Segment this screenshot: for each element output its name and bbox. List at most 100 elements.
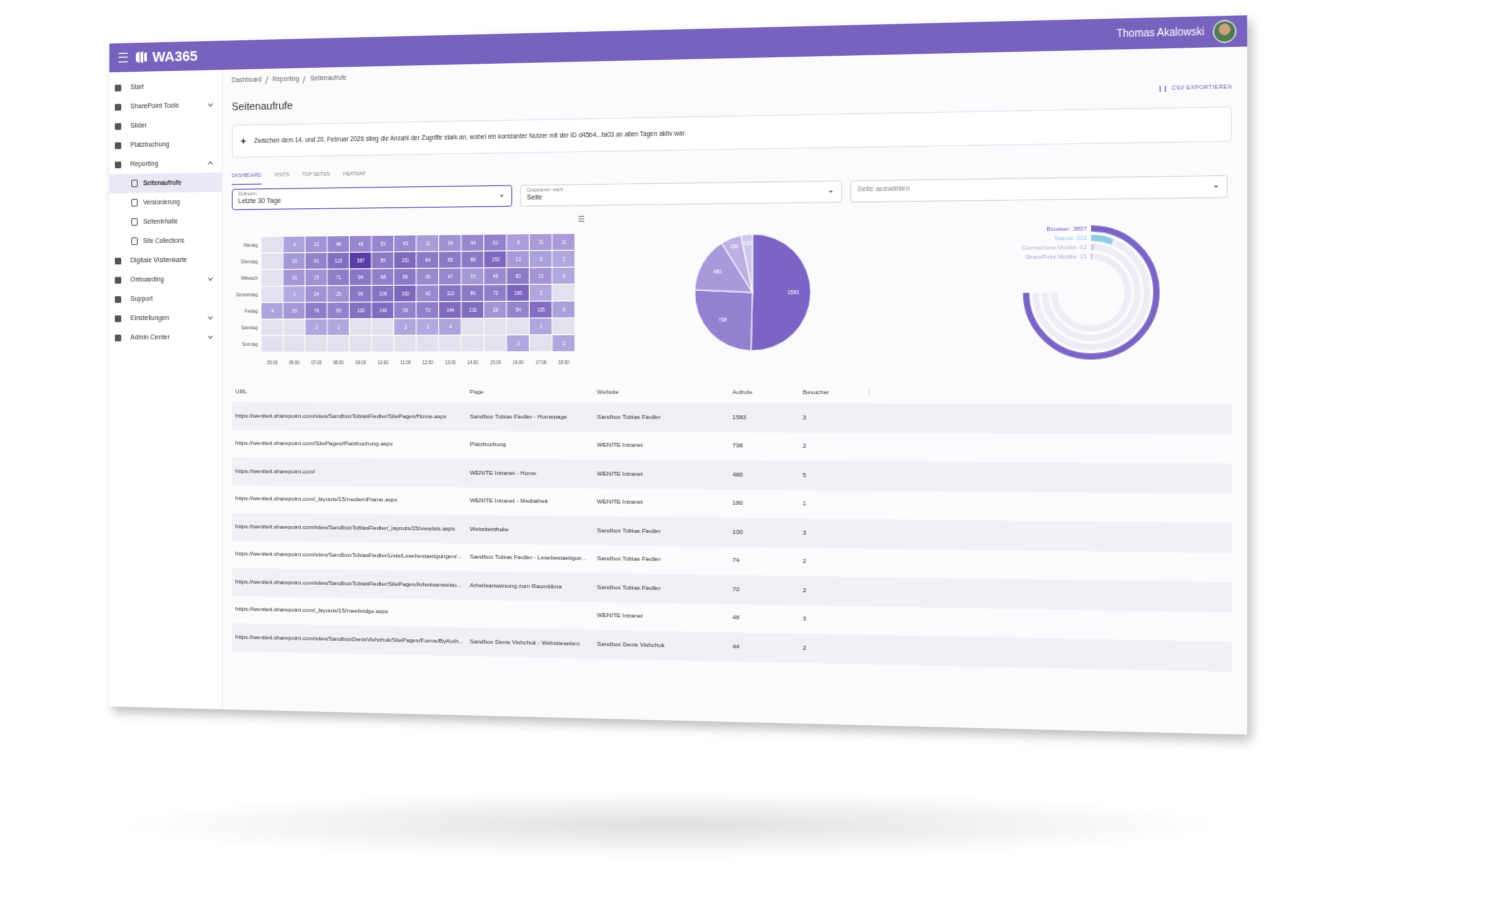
heat-cell <box>416 318 439 335</box>
table-cell: 5 <box>802 471 807 479</box>
cell-label: 1 <box>427 325 430 330</box>
heat-cell <box>327 302 349 319</box>
cell-label: 2 <box>517 342 520 347</box>
heat-cell <box>371 319 394 335</box>
heat-cell <box>552 301 575 318</box>
heat-cell <box>394 235 416 252</box>
nav-item[interactable]: Reporting <box>109 153 221 174</box>
heat-cell <box>283 336 305 352</box>
nav-item[interactable]: Onboarding <box>109 269 221 289</box>
filter-select[interactable]: Zeitraum Letzte 30 Tage <box>231 184 513 211</box>
heat-cell <box>461 251 484 268</box>
heat-cell <box>529 267 552 284</box>
heat-cell <box>394 335 416 352</box>
user-menu[interactable]: Thomas Akalowski <box>1116 19 1237 46</box>
table-cell: https://weniteit.sharepoint.com/ <box>235 467 316 476</box>
cell-label: 120 <box>357 309 365 314</box>
chevron <box>207 275 214 281</box>
table-cell: Sandbox Tobias Fiedler - Homepage <box>469 413 567 421</box>
breadcrumb-item[interactable]: Seitenaufrufe <box>310 74 347 83</box>
table-cell: 1583 <box>732 413 747 422</box>
x-label: 10:00 <box>378 360 389 365</box>
heat-cell <box>506 318 529 335</box>
heat-cell <box>461 301 484 318</box>
cell-label: 152 <box>402 292 410 297</box>
heat-cell <box>416 285 439 302</box>
row-label: Mittwoch <box>241 276 258 281</box>
nav-item[interactable]: Admin Center <box>109 328 221 348</box>
heat-cell <box>529 301 552 318</box>
nav-item[interactable]: Support <box>109 289 221 309</box>
nav-label: Einstellungen <box>130 314 169 322</box>
heat-cell <box>506 335 529 352</box>
slice-label: 180 <box>730 244 739 250</box>
x-label: 05:00 <box>267 360 278 365</box>
cell-label: 40 <box>493 274 499 279</box>
tab[interactable]: TOP SEITEN <box>302 171 331 179</box>
nav-item[interactable]: Slider <box>109 114 221 135</box>
heat-cell <box>439 318 461 335</box>
heat-cell <box>305 236 327 253</box>
cell-label: 140 <box>379 308 387 313</box>
nav-icon <box>114 295 122 303</box>
filter-select[interactable]: Gruppieren nach Seite <box>520 180 843 207</box>
table-cell: https://weniteit.sharepoint.com/sites/Sa… <box>235 550 462 561</box>
tab[interactable]: HEATMAP <box>343 171 366 178</box>
cell-label: 42 <box>425 292 430 297</box>
cell-label: 16 <box>292 276 297 281</box>
cell-label: 1 <box>293 292 296 297</box>
charts: Montag 4 22 48 46 52 43 11 24 44 61 9 11 11 Dienstag 15… <box>232 208 1232 375</box>
radial-label: Connections Mobile: 62 <box>1021 245 1086 252</box>
filter-value: Seite <box>526 194 543 202</box>
slice-label: 100 <box>743 241 752 247</box>
nav-item[interactable]: Digitale Visitenkarte <box>109 250 221 270</box>
tab[interactable]: DASHBOARD <box>231 172 262 185</box>
menu-icon <box>578 220 585 222</box>
cell-label: 160 <box>514 291 522 296</box>
heat-cell <box>529 234 552 251</box>
x-label: 16:00 <box>513 360 524 365</box>
body: Start SharePoint Tools Slider Platzbuchung R… <box>109 46 1248 735</box>
heat-cell <box>283 319 305 336</box>
cell-label: 4 <box>293 243 296 248</box>
table-cell: WENITE Intranet - Home <box>469 469 537 477</box>
table-cell: 3 <box>802 414 807 422</box>
nav-subitem[interactable]: Versionierung <box>109 192 221 213</box>
chevron <box>207 161 214 167</box>
heat-cell <box>552 318 575 335</box>
heat-cell <box>461 234 484 251</box>
radial-label: SharePoint Mobile: 21 <box>1025 254 1087 261</box>
nav-icon <box>114 122 122 130</box>
menu-button[interactable] <box>118 52 128 63</box>
breadcrumb-item[interactable]: Reporting <box>272 75 299 84</box>
table-cell: https://weniteit.sharepoint.com/sites/Sa… <box>235 412 447 421</box>
table-cell: WENITE Intranet <box>596 498 643 507</box>
heat-cell <box>327 236 349 252</box>
nav-item[interactable]: Einstellungen <box>109 308 221 328</box>
filter-select[interactable]: Seite auswählen <box>850 175 1228 203</box>
nav-item[interactable]: Platzbuchung <box>109 134 221 155</box>
heat-cell <box>349 252 372 269</box>
table-cell: 74 <box>732 557 740 565</box>
nav-subitem[interactable]: Seitenaufrufe <box>109 172 222 194</box>
heat-cell <box>283 302 305 319</box>
table-cell: Sandbox Tobias Fiedler <box>596 527 661 535</box>
table-cell: Sandbox Tobias Fiedler <box>596 413 661 421</box>
tab[interactable]: VISITS <box>274 172 290 179</box>
nav-item[interactable]: SharePoint Tools <box>109 95 221 117</box>
heat-cell <box>371 252 394 269</box>
table-cell: Sandbox Tobias Fiedler <box>596 555 661 564</box>
table-cell: Arbeitsanweisung zum Raumklima <box>469 581 562 591</box>
cell-label: 6 <box>563 308 566 313</box>
nav-subitem[interactable]: Seiteninhalte <box>109 211 221 232</box>
table-cell: 180 <box>732 499 743 508</box>
nav-subitem[interactable]: Site Collections <box>109 231 221 251</box>
breadcrumb-item[interactable]: Dashboard <box>231 76 262 85</box>
cell-label: 47 <box>448 275 454 280</box>
export-button[interactable]: CSV EXPORTIEREN <box>1160 84 1232 92</box>
cell-label: 72 <box>425 308 430 313</box>
heat-cell <box>371 269 394 285</box>
cell-label: 84 <box>425 258 430 263</box>
nav-item[interactable]: Start <box>109 76 221 98</box>
